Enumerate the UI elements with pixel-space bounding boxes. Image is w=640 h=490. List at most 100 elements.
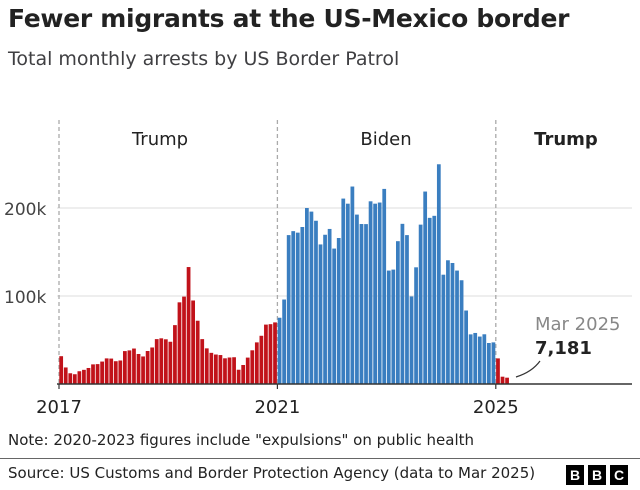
bar [136, 353, 141, 384]
bar [173, 325, 177, 384]
bar [282, 299, 286, 384]
bar [254, 342, 259, 384]
annotation-value: 7,181 [535, 338, 592, 359]
bar [132, 348, 136, 384]
y-tick-label: 100k [4, 288, 46, 308]
bar [91, 364, 95, 384]
bar [391, 269, 396, 384]
period-label: Trump [534, 129, 598, 150]
bar [68, 373, 73, 384]
bar [450, 263, 455, 384]
bar [264, 324, 268, 384]
logo-block: C [610, 465, 628, 485]
bar [186, 267, 191, 384]
bar [232, 357, 236, 384]
bar [373, 203, 377, 384]
bar [496, 358, 500, 384]
bar [277, 317, 282, 384]
bar [386, 270, 391, 384]
bar [414, 267, 418, 384]
bar [245, 357, 250, 384]
bar [163, 339, 168, 384]
bar [291, 231, 296, 384]
y-tick-label: 200k [4, 200, 46, 220]
bar [487, 342, 491, 384]
x-tick-label: 2021 [254, 397, 300, 418]
bar [309, 211, 314, 384]
bar [268, 324, 273, 384]
bar [473, 332, 478, 384]
bar [441, 274, 446, 384]
bar [200, 339, 205, 384]
bar [359, 224, 364, 384]
bar [345, 203, 350, 384]
bar [446, 260, 450, 384]
bar [464, 310, 468, 384]
period-label: Trump [131, 129, 188, 150]
bar [300, 227, 305, 384]
x-tick-label: 2025 [473, 397, 519, 418]
bar [177, 302, 182, 384]
bar [477, 336, 482, 384]
bar [423, 191, 428, 384]
bar [204, 348, 209, 384]
bar [377, 202, 382, 384]
bar [314, 220, 318, 384]
bar [364, 224, 368, 384]
bar [336, 238, 341, 384]
bar [332, 248, 337, 384]
bar [323, 234, 327, 384]
logo-block: B [566, 465, 584, 485]
bar [341, 198, 346, 384]
bar-chart: 100k 200k Trump Biden Trump 2017 2021 2025 Mar 2… [4, 120, 632, 418]
bar [113, 361, 118, 384]
bar [95, 364, 100, 384]
bar [236, 369, 241, 384]
bar [455, 270, 459, 384]
bar [100, 361, 104, 384]
bar [295, 232, 300, 384]
bar [223, 358, 227, 384]
bar [427, 217, 432, 384]
bar [150, 347, 155, 384]
bar [86, 367, 91, 384]
bbc-logo: B B C [566, 465, 628, 485]
bar [250, 350, 255, 384]
bar [209, 352, 214, 384]
bar [482, 334, 487, 384]
chart-subtitle: Total monthly arrests by US Border Patro… [8, 48, 400, 70]
bar [72, 374, 77, 384]
bar [59, 356, 64, 384]
bar [159, 338, 164, 384]
bar [305, 208, 309, 384]
annotation-date: Mar 2025 [535, 314, 621, 335]
bar [77, 371, 82, 384]
bar [405, 235, 409, 384]
bar [350, 186, 355, 384]
bar [127, 350, 132, 384]
bar [227, 357, 232, 384]
bar [436, 164, 441, 384]
bar [123, 351, 127, 384]
bar [355, 214, 359, 384]
bar [145, 351, 150, 384]
logo-block: B [588, 465, 606, 485]
bar [286, 235, 291, 384]
period-label: Biden [360, 129, 411, 150]
bar [109, 358, 114, 384]
divider [0, 458, 640, 459]
bar [468, 334, 473, 384]
bar [459, 280, 464, 384]
bar [382, 188, 387, 384]
bar [400, 223, 405, 384]
chart-note: Note: 2020-2023 figures include "expulsi… [8, 431, 475, 449]
bar [82, 369, 86, 384]
annotation-line [515, 360, 541, 378]
bar [141, 356, 145, 384]
x-tick-label: 2017 [36, 397, 82, 418]
bar [396, 241, 400, 384]
bar [214, 354, 218, 384]
bar [505, 377, 509, 384]
bar [118, 360, 123, 384]
bar [318, 244, 323, 384]
